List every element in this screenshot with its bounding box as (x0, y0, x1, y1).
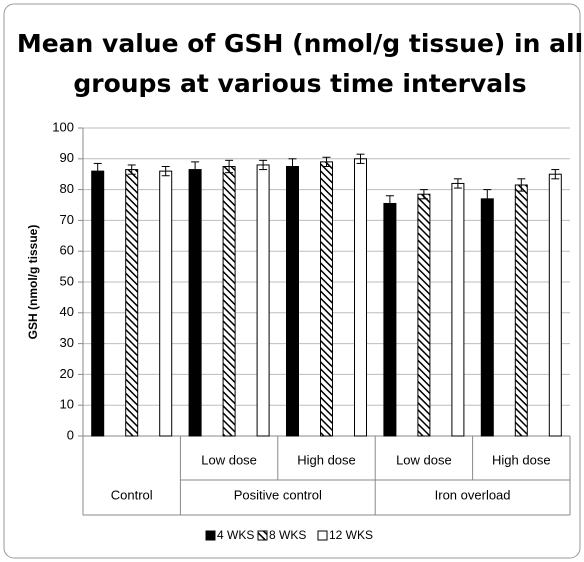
bar (286, 166, 299, 437)
y-tick-label: 50 (60, 273, 74, 288)
error-bar (93, 162, 102, 180)
error-bar (322, 156, 331, 167)
error-bar (453, 178, 462, 189)
bar (320, 161, 333, 437)
error-bar (356, 153, 365, 164)
y-tick-label: 100 (52, 119, 74, 134)
bar (383, 202, 397, 437)
bar (548, 173, 562, 437)
x-tick-label: High dose (297, 452, 356, 467)
bar (91, 170, 105, 437)
y-tick-label: 10 (60, 397, 74, 412)
x-tick-label: High dose (492, 452, 551, 467)
bar (514, 184, 528, 437)
y-tick-label: 70 (60, 212, 74, 227)
bar (222, 166, 236, 437)
y-tick-label: 60 (60, 243, 74, 258)
legend-swatch (205, 530, 216, 541)
error-bar (225, 159, 234, 174)
y-tick-label: 90 (60, 150, 74, 165)
bar (480, 198, 494, 437)
error-bar (385, 195, 394, 212)
error-bar (127, 164, 136, 175)
bar (451, 182, 465, 437)
y-axis-label: GSH (nmol/g tissue) (26, 225, 40, 340)
group-label: Control (111, 487, 153, 502)
group-label: Iron overload (435, 487, 511, 502)
y-tick-label: 80 (60, 181, 74, 196)
chart-title: Mean value of GSH (nmol/g tissue) in all (17, 29, 583, 58)
error-bar (259, 159, 268, 171)
error-bar (191, 161, 200, 178)
error-bar (288, 158, 297, 175)
group-label: Positive control (234, 487, 322, 502)
chart-title: groups at various time intervals (73, 69, 526, 98)
legend-swatch (317, 530, 328, 541)
error-bar (419, 189, 428, 200)
x-tick-label: Low dose (396, 452, 452, 467)
y-tick-label: 30 (60, 335, 74, 350)
bar (417, 193, 431, 437)
bar (256, 164, 270, 437)
error-bar (551, 169, 560, 180)
bar (125, 169, 139, 437)
bar (354, 158, 367, 437)
legend-swatch (257, 530, 268, 541)
error-bar (483, 189, 492, 209)
legend-label: 4 WKS (217, 528, 254, 542)
x-tick-label: Low dose (201, 452, 257, 467)
y-tick-label: 0 (67, 427, 74, 442)
error-bar (161, 166, 170, 177)
y-tick-label: 20 (60, 366, 74, 381)
legend-label: 8 WKS (269, 528, 306, 542)
legend-label: 12 WKS (329, 528, 373, 542)
error-bar (517, 178, 526, 192)
y-tick-label: 40 (60, 304, 74, 319)
bar (159, 170, 173, 437)
bar (188, 169, 202, 437)
